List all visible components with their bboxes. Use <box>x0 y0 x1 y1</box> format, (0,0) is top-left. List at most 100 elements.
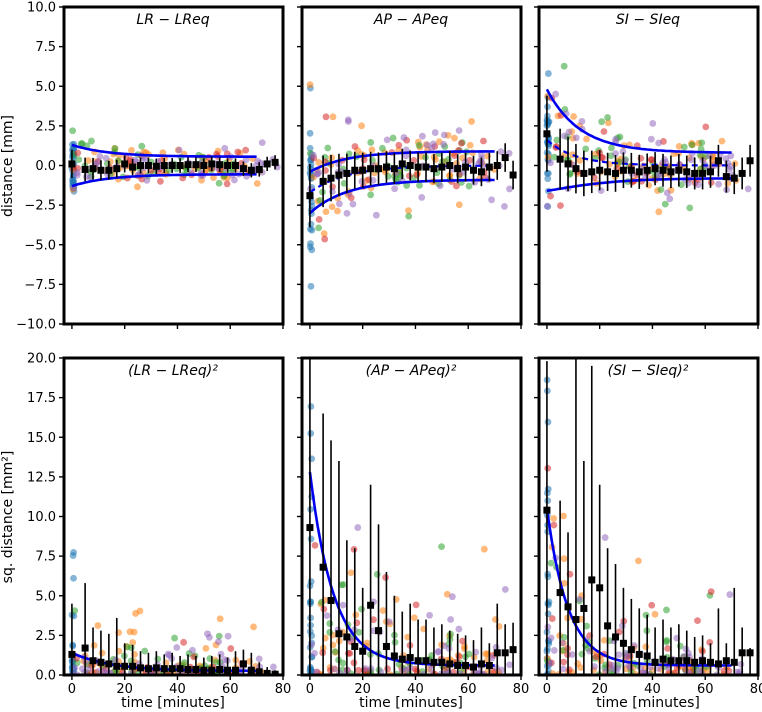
mean-marker <box>68 160 76 168</box>
mean-marker <box>454 165 462 173</box>
scatter-point <box>560 62 568 70</box>
scatter-point <box>352 611 360 619</box>
scatter-point <box>142 155 150 163</box>
scatter-point <box>455 201 463 209</box>
scatter-point <box>601 534 609 541</box>
mean-marker <box>556 589 564 597</box>
scatter-point <box>559 665 567 673</box>
scatter-point <box>322 208 330 216</box>
mean-marker <box>470 166 478 174</box>
mean-marker <box>430 165 438 173</box>
mean-marker <box>382 163 390 171</box>
scatter-point <box>343 209 351 217</box>
scatter-point <box>480 545 488 553</box>
scatter-point <box>202 644 210 652</box>
scatter-point <box>242 146 250 154</box>
scatter-point <box>649 120 657 127</box>
mean-marker <box>651 165 659 173</box>
scatter-point <box>687 156 695 164</box>
scatter-point <box>141 647 149 655</box>
mean-marker <box>667 168 675 176</box>
x-tick-label: 40 <box>169 682 186 697</box>
scatter-point <box>501 202 508 210</box>
mean-marker <box>722 173 730 181</box>
scatter-point <box>143 176 151 184</box>
scatter-point <box>351 143 359 150</box>
scatter-point <box>560 555 568 563</box>
scatter-point <box>71 607 79 615</box>
scatter-point <box>340 179 348 187</box>
mean-marker <box>367 601 375 609</box>
scatter-point <box>367 139 375 146</box>
scatter-point <box>383 136 391 144</box>
scatter-point <box>361 665 369 672</box>
scatter-point <box>570 113 578 120</box>
scatter-point <box>210 174 217 181</box>
scatter-point <box>497 148 505 156</box>
scatter-point <box>311 649 318 657</box>
mean-marker <box>137 664 145 672</box>
scatter-point <box>458 139 465 147</box>
panel-title-si: SI − SIeq <box>616 12 680 28</box>
fit-mean-curve <box>546 139 732 167</box>
scatter-point <box>655 139 662 147</box>
mean-marker <box>543 506 551 514</box>
mean-marker <box>81 644 89 652</box>
scatter-point <box>175 146 183 154</box>
scatter-point <box>350 659 358 667</box>
scatter-point <box>448 593 456 601</box>
scatter-point <box>544 623 552 631</box>
scatter-point <box>335 200 343 208</box>
mean-marker <box>97 166 105 174</box>
scatter-point <box>221 656 228 664</box>
scatter-point <box>726 591 734 598</box>
mean-marker <box>129 163 137 171</box>
scatter-point <box>339 659 347 667</box>
scatter-point <box>550 153 558 161</box>
scatter-point <box>344 116 352 124</box>
scatter-point <box>428 144 436 152</box>
scatter-point <box>552 90 560 98</box>
y-tick-label: 12.5 <box>27 470 56 485</box>
scatter-point <box>459 637 466 645</box>
mean-marker <box>556 155 564 163</box>
mean-marker <box>493 649 501 657</box>
y-tick-label: 20.0 <box>27 352 56 367</box>
mean-marker <box>239 165 247 173</box>
scatter-point <box>221 144 229 152</box>
mean-marker <box>152 162 160 170</box>
x-tick-label: 80 <box>750 682 762 697</box>
mean-marker <box>683 657 691 665</box>
mean-marker <box>351 642 359 650</box>
y-tick-label: 10.0 <box>27 1 56 16</box>
mean-marker <box>730 174 738 182</box>
scatter-point <box>102 154 110 162</box>
scatter-point <box>355 666 362 674</box>
mean-marker <box>714 660 722 668</box>
scatter-point <box>498 666 505 674</box>
scatter-point <box>544 153 552 161</box>
scatter-point <box>322 113 330 121</box>
scatter-point <box>576 595 583 603</box>
mean-marker <box>596 166 604 174</box>
mean-marker <box>247 666 255 674</box>
mean-marker <box>343 633 351 641</box>
mean-marker <box>382 642 390 650</box>
scatter-point <box>70 574 77 582</box>
mean-marker <box>152 664 160 672</box>
panel-ap-squared: (AP − APeq)² 0 20 40 60 80 <box>297 356 529 697</box>
mean-marker <box>699 169 707 177</box>
mean-marker <box>263 669 271 676</box>
x-tick-label: 40 <box>644 682 661 697</box>
y-tick-label: −5.0 <box>24 238 56 253</box>
mean-marker <box>105 166 113 174</box>
scatter-point <box>565 666 573 674</box>
y-tick-label: 7.5 <box>35 550 56 565</box>
scatter-point <box>180 638 188 646</box>
scatter-point <box>255 655 263 663</box>
scatter-point <box>410 614 418 622</box>
scatter-point <box>231 176 238 184</box>
scatter-point <box>506 185 513 193</box>
mean-marker <box>738 649 746 657</box>
mean-marker <box>224 162 232 169</box>
